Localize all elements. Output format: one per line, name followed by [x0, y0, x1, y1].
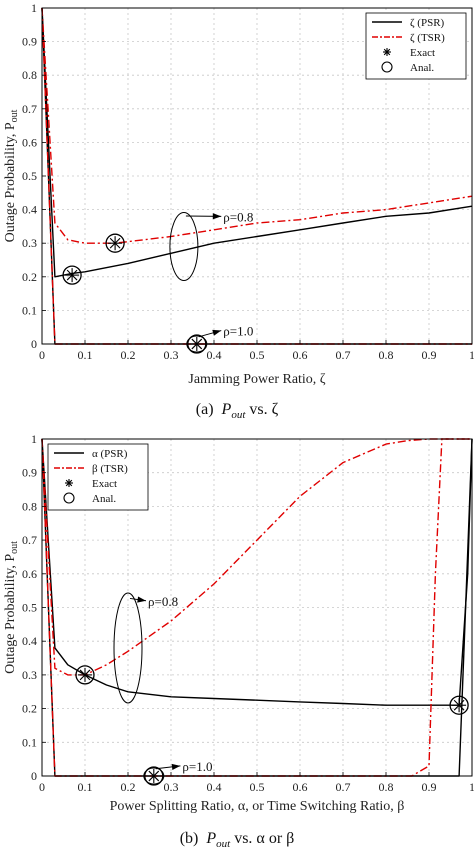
annotation-label: ρ=1.0 — [223, 324, 253, 339]
y-tick-label: 0.7 — [22, 102, 37, 116]
y-tick-label: 0.5 — [22, 601, 37, 615]
y-axis-label-b: Outage Probability, Pout — [3, 541, 20, 674]
series-line-1 — [41, 7, 473, 244]
y-tick-label: 0.5 — [22, 169, 37, 183]
legend-b: α (PSR) β (TSR) Exact Anal. — [47, 443, 149, 511]
arrow-head-icon — [171, 763, 181, 770]
legend-a: ζ (PSR) ζ (TSR) Exact Anal. — [365, 12, 467, 80]
annotation-label: ρ=0.8 — [148, 594, 178, 609]
arrow-head-icon — [137, 596, 146, 603]
y-tick-label: 1 — [31, 1, 37, 15]
x-tick-label: 0.9 — [422, 348, 437, 362]
y-tick-label: 0.4 — [22, 203, 37, 217]
x-tick-label: 0.5 — [250, 780, 265, 794]
x-tick-label: 0.6 — [293, 780, 308, 794]
x-tick-label: 0 — [39, 780, 45, 794]
x-tick-label: 1 — [469, 348, 474, 362]
legend-label: Exact — [92, 478, 117, 490]
legend-label: Anal. — [410, 62, 434, 74]
x-tick-label: 0.1 — [78, 348, 93, 362]
annotation-ellipse — [169, 212, 199, 282]
caption-a: (a) Pout vs. ζ — [196, 401, 279, 421]
x-tick-label: 0.2 — [121, 780, 136, 794]
annotation-label: ρ=1.0 — [182, 759, 212, 774]
x-tick-label: 0.9 — [422, 780, 437, 794]
series-line-0 — [41, 438, 473, 706]
legend-label: Exact — [410, 47, 435, 59]
marker-exact-anal-0 — [75, 665, 95, 685]
x-tick-label: 0.4 — [207, 780, 222, 794]
legend-label: α (PSR) — [92, 448, 128, 460]
y-tick-label: 1 — [31, 432, 37, 446]
x-tick-label: 0.2 — [121, 348, 136, 362]
legend-item-0: ζ (PSR) — [372, 17, 445, 29]
y-tick-label: 0 — [31, 337, 37, 351]
marker-exact-anal-1 — [105, 233, 125, 253]
legend-item-1: β (TSR) — [54, 463, 128, 475]
x-axis-label-b: Power Splitting Ratio, α, or Time Switch… — [110, 799, 405, 814]
chart-a: ρ=0.8 ρ=1.0 0 0.1 0.2 0.3 0.4 0.5 0.6 0.7 0.8 0.9 1… — [3, 1, 474, 421]
y-tick-label: 0.9 — [22, 466, 37, 480]
y-tick-label: 0.9 — [22, 35, 37, 49]
legend-label: ζ (PSR) — [410, 17, 445, 29]
marker-exact-anal-0 — [62, 265, 82, 285]
y-tick-label: 0 — [31, 769, 37, 783]
y-tick-label: 0.6 — [22, 567, 37, 581]
caption-b: (b) Pout vs. α or β — [180, 830, 295, 850]
legend-item-2: Exact — [383, 47, 435, 59]
legend-item-0: α (PSR) — [54, 448, 128, 460]
y-tick-label: 0.8 — [22, 68, 37, 82]
legend-item-3: Anal. — [63, 492, 116, 505]
y-tick-label: 0.2 — [22, 270, 37, 284]
legend-item-1: ζ (TSR) — [372, 32, 445, 44]
marker-exact-anal-1 — [449, 695, 469, 715]
y-tick-label: 0.6 — [22, 135, 37, 149]
x-tick-label: 0.1 — [78, 780, 93, 794]
x-tick-label: 0.3 — [164, 348, 179, 362]
y-tick-label: 0.1 — [22, 303, 37, 317]
y-tick-label: 0.7 — [22, 533, 37, 547]
x-tick-label: 0 — [39, 348, 45, 362]
chart-b: ρ=0.8 ρ=1.0 0 0.1 0.2 0.3 0.4 0.5 0.6 0.7 0.8 0.9 1… — [3, 432, 474, 850]
arrow-head-icon — [212, 329, 222, 336]
annotation-label: ρ=0.8 — [223, 209, 253, 224]
y-tick-label: 0.4 — [22, 634, 37, 648]
legend-label: Anal. — [92, 493, 116, 505]
y-tick-label: 0.3 — [22, 668, 37, 682]
x-tick-label: 0.8 — [379, 348, 394, 362]
x-tick-label: 0.3 — [164, 780, 179, 794]
y-axis-label-a: Outage Probability, Pout — [3, 109, 20, 242]
x-tick-label: 1 — [469, 780, 474, 794]
x-tick-label: 0.7 — [336, 348, 351, 362]
annotation-ellipse — [113, 592, 143, 704]
y-tick-label: 0.2 — [22, 702, 37, 716]
legend-item-2: Exact — [65, 478, 117, 490]
legend-item-3: Anal. — [381, 61, 434, 74]
arrow-head-icon — [212, 213, 222, 220]
y-tick-label: 0.8 — [22, 499, 37, 513]
x-tick-label: 0.7 — [336, 780, 351, 794]
y-tick-label: 0.3 — [22, 236, 37, 250]
legend-label: ζ (TSR) — [410, 32, 445, 44]
x-tick-label: 0.5 — [250, 348, 265, 362]
x-axis-label-a: Jamming Power Ratio, ζ — [188, 372, 325, 387]
x-tick-label: 0.8 — [379, 780, 394, 794]
x-tick-label: 0.6 — [293, 348, 308, 362]
legend-label: β (TSR) — [92, 463, 128, 475]
x-tick-label: 0.4 — [207, 348, 222, 362]
y-tick-label: 0.1 — [22, 735, 37, 749]
